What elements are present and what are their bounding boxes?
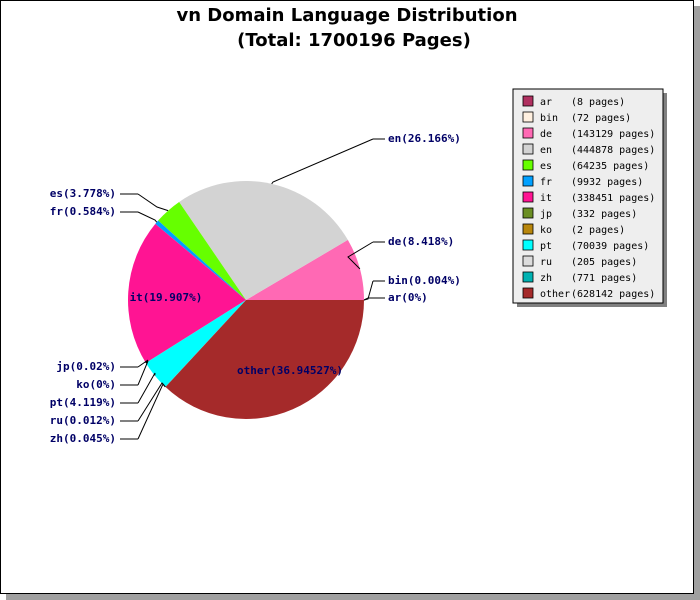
- pie-slice-ru: [165, 300, 246, 387]
- slice-label-it: it(19.907%): [130, 291, 203, 304]
- legend-count-ru: (205 pages): [571, 257, 637, 268]
- slice-label-ar: ar(0%): [388, 291, 428, 304]
- leader-line-en: [271, 138, 374, 185]
- legend-swatch-other: [522, 287, 534, 299]
- legend-count-de: (143129 pages): [571, 129, 655, 140]
- legend-swatch-bin: [522, 111, 534, 123]
- slice-label-zh: zh(0.045%): [50, 432, 116, 445]
- pie-slice-zh: [165, 300, 246, 388]
- legend-count-ko: (2 pages): [571, 225, 625, 236]
- legend-key-ru: ru: [540, 257, 552, 268]
- legend-count-pt: (70039 pages): [571, 241, 649, 252]
- slice-label-bin: bin(0.004%): [388, 274, 461, 287]
- legend-key-ar: ar: [540, 97, 552, 108]
- leader-line-bin: [363, 280, 374, 301]
- leader-line-de: [347, 241, 374, 270]
- legend-count-ar: (8 pages): [571, 97, 625, 108]
- legend-swatch-it: [522, 191, 534, 203]
- pie-slice-it: [127, 223, 246, 363]
- leader-line-pt: [137, 372, 156, 404]
- slice-label-ru: ru(0.012%): [50, 414, 116, 427]
- legend: ar (8 pages) bin (72 pages) de (143129 pages)…: [512, 88, 667, 307]
- slice-label-fr: fr(0.584%): [50, 205, 116, 218]
- pie-slice-de: [246, 239, 364, 300]
- legend-key-zh: zh: [540, 273, 552, 284]
- pie-slice-en: [179, 180, 348, 300]
- slice-label-de: de(8.418%): [388, 235, 454, 248]
- pie-slice-pt: [145, 300, 246, 387]
- frame-shadow-right: [694, 6, 700, 600]
- slice-label-es: es(3.778%): [50, 187, 116, 200]
- slice-label-pt: pt(4.119%): [50, 396, 116, 409]
- legend-box: [512, 88, 664, 304]
- legend-key-bin: bin: [540, 113, 558, 124]
- slice-label-other: other(36.94527%): [237, 364, 343, 377]
- leader-line-fr: [137, 211, 158, 223]
- legend-swatch-jp: [522, 207, 534, 219]
- legend-swatch-fr: [522, 175, 534, 187]
- legend-key-ko: ko: [540, 225, 552, 236]
- legend-count-es: (64235 pages): [571, 161, 649, 172]
- chart-title: vn Domain Language Distribution: [176, 5, 517, 26]
- legend-count-other: (628142 pages): [571, 289, 655, 300]
- leader-line-zh: [137, 383, 166, 440]
- pie-slice-fr: [155, 220, 246, 300]
- legend-swatch-ko: [522, 223, 534, 235]
- legend-key-jp: jp: [540, 209, 552, 220]
- leader-line-ko: [137, 360, 149, 386]
- legend-count-zh: (771 pages): [571, 273, 637, 284]
- leader-line-es: [137, 193, 169, 212]
- legend-swatch-es: [522, 159, 534, 171]
- legend-key-es: es: [540, 161, 552, 172]
- legend-swatch-ar: [522, 95, 534, 107]
- legend-count-bin: (72 pages): [571, 113, 631, 124]
- legend-key-pt: pt: [540, 241, 552, 252]
- chart-subtitle: (Total: 1700196 Pages): [237, 30, 471, 51]
- legend-count-jp: (332 pages): [571, 209, 637, 220]
- legend-key-de: de: [540, 129, 552, 140]
- slice-labels: ar(0%) bin(0.004%) de(8.418%) en(26.166%) es…: [50, 132, 461, 445]
- legend-key-en: en: [540, 145, 552, 156]
- frame-shadow-bottom: [6, 594, 700, 600]
- legend-swatch-zh: [522, 271, 534, 283]
- legend-swatch-ru: [522, 255, 534, 267]
- pie-slice-jp: [145, 300, 246, 363]
- pie-slice-other: [165, 300, 364, 420]
- pie-slices: [127, 180, 364, 420]
- legend-count-en: (444878 pages): [571, 145, 655, 156]
- legend-swatch-de: [522, 127, 534, 139]
- legend-swatch-en: [522, 143, 534, 155]
- slice-label-en: en(26.166%): [388, 132, 461, 145]
- legend-key-fr: fr: [540, 177, 552, 188]
- pie-slice-es: [158, 201, 246, 300]
- legend-key-it: it: [540, 193, 552, 204]
- slice-label-ko: ko(0%): [76, 378, 116, 391]
- legend-count-fr: (9932 pages): [571, 177, 643, 188]
- legend-swatch-pt: [522, 239, 534, 251]
- legend-key-other: other: [540, 289, 570, 300]
- legend-count-it: (338451 pages): [571, 193, 655, 204]
- slice-label-jp: jp(0.02%): [56, 360, 116, 373]
